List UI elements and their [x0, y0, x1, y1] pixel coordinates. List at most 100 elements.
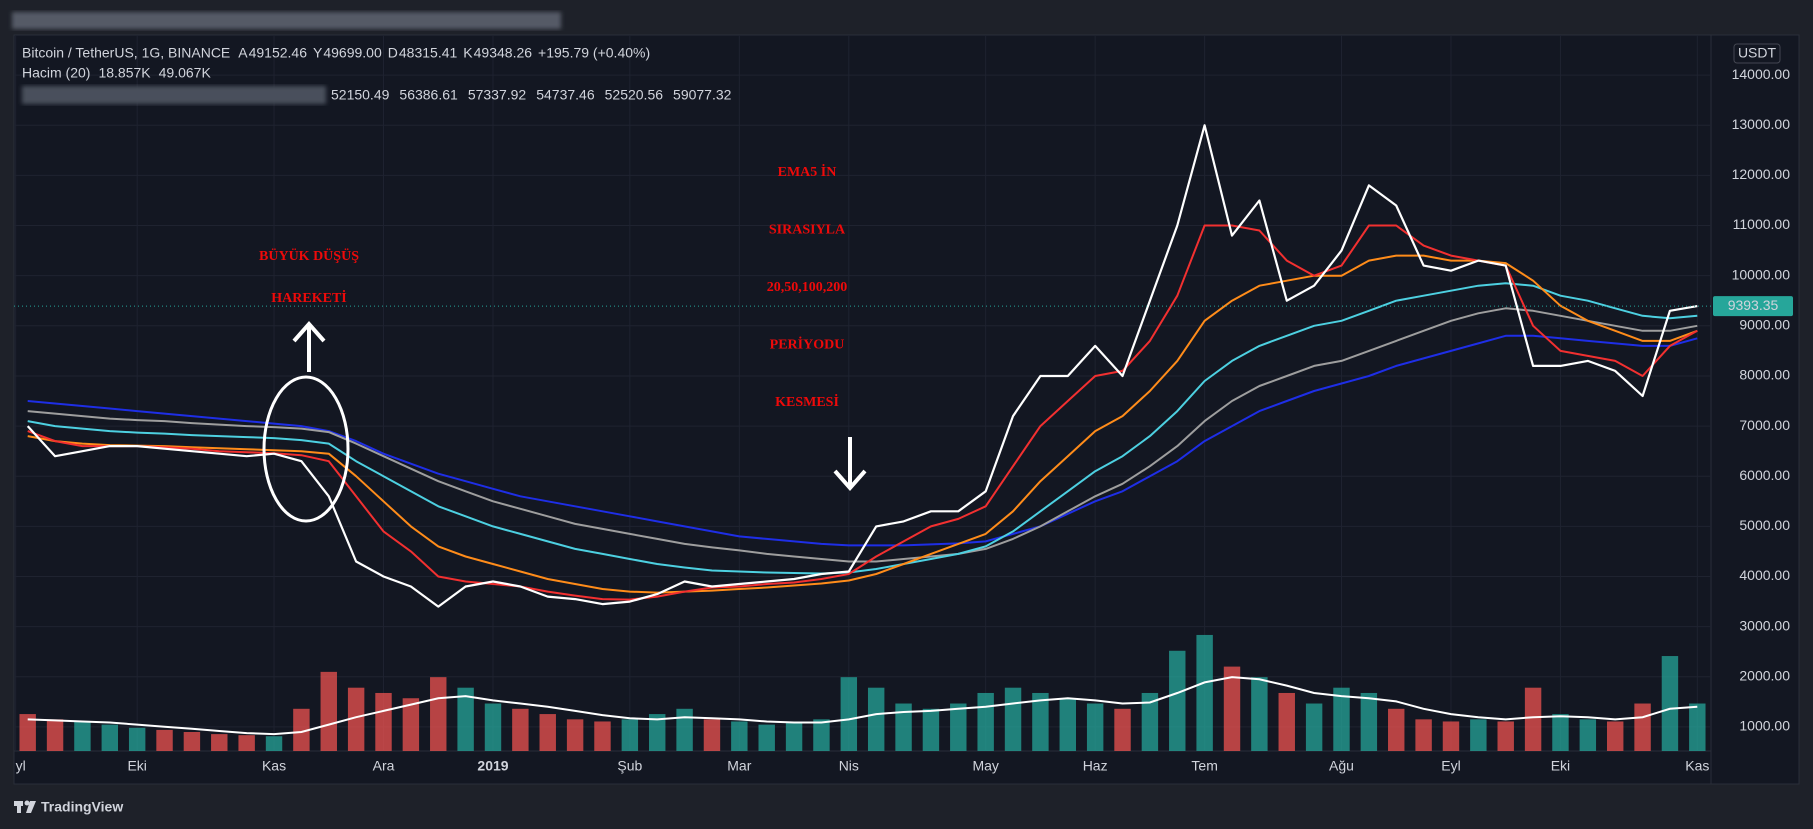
x-tick-label: Eki — [1551, 758, 1570, 774]
x-tick-label: Tem — [1191, 758, 1217, 774]
annotation-line: KESMESİ — [775, 393, 839, 410]
x-tick-label: Kas — [262, 758, 286, 774]
x-tick-label: 2019 — [477, 758, 508, 774]
ohlc-value: 49152.46 — [249, 45, 308, 61]
axes: 1000.00 2000.00 3000.00 4000.00 5000.00 6000.… — [14, 66, 1793, 774]
volume-bar — [785, 722, 803, 751]
ohlc-value: 48315.41 — [399, 45, 458, 61]
volume-bar — [1524, 687, 1542, 751]
volume-bar — [1661, 656, 1679, 751]
annotation-line: 20,50,100,200 — [767, 280, 848, 295]
logo — [14, 800, 36, 813]
symbol: Bitcoin / TetherUS, 1G, BINANCE — [22, 45, 230, 61]
x-tick-label: Mar — [727, 758, 751, 774]
volume-bar — [211, 734, 228, 751]
volume-bar — [840, 677, 858, 751]
x-tick-label: Eyl — [1441, 758, 1460, 774]
x-tick-label: Haz — [1083, 758, 1108, 774]
volume-bar — [74, 721, 91, 751]
y-tick-label: 1000.00 — [1739, 718, 1790, 734]
ma-value: 59077.32 — [673, 87, 732, 103]
volume-bar — [676, 708, 693, 751]
volume-bar — [156, 729, 173, 751]
y-tick-label: 12000.00 — [1732, 166, 1791, 182]
volume-bar — [128, 727, 146, 751]
volume-bar — [1004, 687, 1022, 751]
volume-label: Hacim (20) — [22, 65, 90, 81]
volume-bar — [347, 687, 365, 751]
volume-bar — [1634, 703, 1651, 751]
ma-value: 52520.56 — [605, 87, 664, 103]
volume-bar — [430, 677, 447, 751]
y-tick-label: 11000.00 — [1733, 216, 1791, 232]
volume-bar — [1497, 721, 1514, 751]
lines — [26, 124, 1698, 608]
x-tick-label: Eki — [127, 758, 146, 774]
volume-bar — [1086, 703, 1104, 751]
highlight-ellipse — [262, 375, 350, 523]
header: Bitcoin / TetherUS, 1G, BINANCE A 49152.46… — [22, 45, 732, 103]
volume-bar — [1689, 703, 1706, 751]
volume-bar — [703, 719, 721, 751]
volume-bar — [895, 703, 912, 751]
volume-bar — [1223, 666, 1241, 751]
volume-bar — [950, 703, 967, 751]
y-tick-label: 2000.00 — [1739, 667, 1790, 683]
volume-bar — [320, 671, 337, 751]
volume-bar — [1360, 692, 1378, 751]
volume-bar — [457, 687, 474, 751]
ma-value: 56386.61 — [399, 87, 458, 103]
volume-bar — [19, 714, 36, 751]
volume-bar — [183, 732, 201, 751]
volume-bar — [1141, 692, 1159, 751]
volume-bar — [293, 708, 310, 751]
series-line — [27, 307, 1698, 563]
x-tick-label: May — [972, 758, 998, 774]
x-tick-label: Nis — [839, 758, 859, 774]
volume-bar — [1552, 714, 1569, 751]
ohlc-label: K — [463, 45, 473, 61]
volume-value: 49.067K — [159, 65, 212, 81]
y-tick-label: 10000.00 — [1732, 266, 1791, 282]
volume-bar — [1278, 692, 1295, 751]
volume-ma — [27, 676, 1698, 736]
series-line — [27, 224, 1698, 601]
volume-bar — [1442, 721, 1460, 751]
volume-bar — [1251, 677, 1268, 751]
volume-bar — [1305, 703, 1323, 751]
volume-bar — [46, 719, 64, 751]
x-tick-label: Kas — [1685, 758, 1709, 774]
ma-value: 52150.49 — [331, 87, 390, 103]
annotation-line: SIRASIYLA — [769, 223, 846, 238]
volume-bar — [402, 698, 420, 751]
price-tag: 9393.35 — [1728, 297, 1779, 313]
annotation-line: PERİYODU — [770, 336, 845, 353]
volume-bar — [539, 714, 556, 751]
currency-box — [1733, 43, 1781, 64]
volume-bar — [1059, 698, 1076, 751]
y-tick-label: 9000.00 — [1739, 317, 1790, 333]
ohlc-value: 49348.26 — [474, 45, 533, 61]
volume-bar — [1579, 719, 1597, 751]
ohlc-label: A — [238, 45, 248, 61]
volume-bar — [758, 724, 775, 751]
y-tick-label: 5000.00 — [1739, 517, 1790, 533]
x-tick-label: Şub — [617, 758, 642, 774]
volume-bar — [1114, 708, 1131, 751]
volume-bar — [265, 736, 283, 751]
volume-bar — [977, 692, 994, 751]
y-tick-label: 6000.00 — [1739, 467, 1790, 483]
x-tick-label: Ağu — [1329, 758, 1354, 774]
volume-bar — [375, 692, 392, 751]
volume-bar — [1415, 719, 1432, 751]
volume-bar — [621, 719, 639, 751]
volume-bar — [566, 719, 584, 751]
ohlc-label: Y — [313, 45, 323, 61]
blurred-bar — [12, 12, 561, 29]
x-tick-label: Ara — [373, 758, 395, 774]
ohlc-value: 49699.00 — [323, 45, 382, 61]
ohlc-label: D — [388, 45, 398, 61]
volume-bar — [1196, 634, 1213, 751]
footer: TradingView — [41, 799, 123, 815]
